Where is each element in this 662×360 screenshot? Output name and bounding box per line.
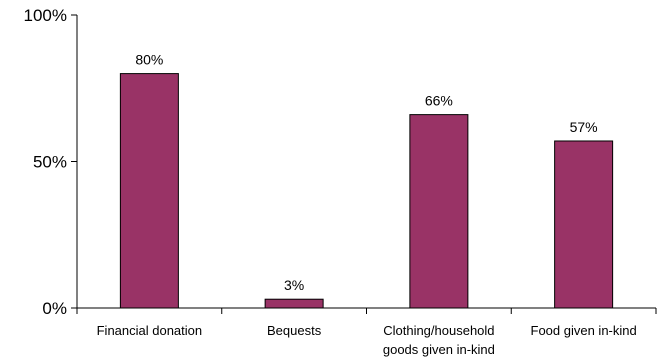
x-tick-label: Financial donation <box>97 323 203 338</box>
y-tick-label: 50% <box>33 153 67 172</box>
data-label: 66% <box>425 93 453 109</box>
bar <box>119 73 179 309</box>
bar <box>409 114 469 309</box>
x-tick-label-line: Financial donation <box>97 323 203 338</box>
data-label: 57% <box>570 119 598 135</box>
bars <box>119 73 614 309</box>
x-tick-label-line: Clothing/household <box>383 323 494 338</box>
x-tick-label-line: Bequests <box>267 323 322 338</box>
y-tick-label: 100% <box>24 6 67 25</box>
x-tick-label: Food given in-kind <box>531 323 637 338</box>
x-axis-ticks: Financial donation Bequests Clothing/house… <box>76 308 657 357</box>
data-labels: 80% 3% 66% 57% <box>135 52 597 294</box>
x-tick-label-line: goods given in-kind <box>383 342 495 357</box>
x-tick-label: Clothing/household goods given in-kind <box>383 323 495 357</box>
y-axis-ticks: 0% 50% 100% <box>24 6 77 318</box>
bar <box>264 298 324 309</box>
data-label: 3% <box>284 277 304 293</box>
y-tick-label: 0% <box>42 299 67 318</box>
data-label: 80% <box>135 52 163 68</box>
bar <box>554 140 614 309</box>
x-tick-label: Bequests <box>267 323 322 338</box>
x-tick-label-line: Food given in-kind <box>531 323 637 338</box>
